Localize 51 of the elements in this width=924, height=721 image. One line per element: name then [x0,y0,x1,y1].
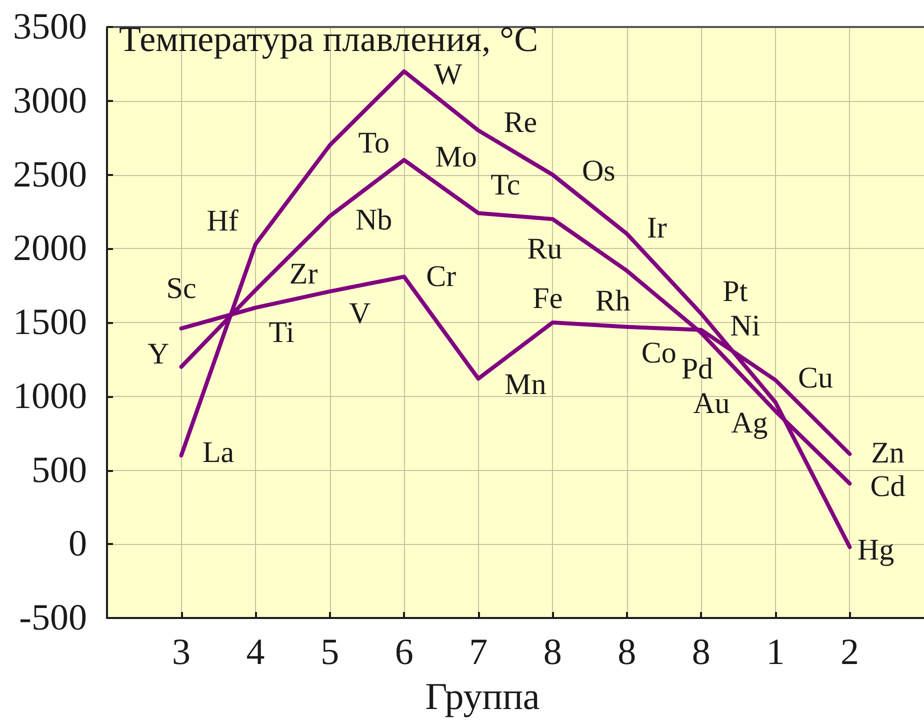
y-tick-label: 500 [32,450,87,491]
data-label: To [358,126,390,160]
data-label: Mo [435,140,477,174]
x-tick-label: 3 [172,632,191,673]
data-label: Ir [646,211,667,244]
data-label: Sc [166,272,196,305]
data-label: Ni [730,309,760,342]
y-tick-label: 0 [68,524,87,565]
x-tick-label: 8 [543,632,562,673]
data-label: Zr [289,257,318,290]
data-label: Cr [426,260,456,294]
data-label: Hf [206,204,238,238]
y-tick-label: 1500 [13,302,87,343]
data-label: Rh [595,284,630,318]
data-label: Tc [490,168,520,202]
x-tick-label: 1 [766,632,785,673]
x-axis-title: Группа [425,676,540,718]
x-tick-label: 2 [840,632,859,673]
x-tick-label: 8 [692,632,710,673]
data-label: La [202,436,234,469]
data-label: Au [693,386,730,420]
chart-title: Температура плавления, °C [119,19,538,59]
data-label: Y [147,337,170,370]
x-tick-label: 7 [469,632,488,673]
data-label: Hg [857,534,894,567]
data-label: Ti [268,316,294,350]
data-label: Mn [504,368,546,402]
y-tick-label: 3000 [13,80,87,122]
data-label: Zn [871,436,904,470]
x-tick-label: 4 [246,632,265,673]
data-label: Re [504,106,538,139]
data-label: Os [582,154,616,188]
x-tick-label: 6 [394,632,414,673]
y-tick-label: 2000 [13,228,87,270]
x-tick-label: 8 [618,632,636,673]
y-tick-label: -500 [19,598,87,638]
data-label: Cu [798,362,833,395]
data-label: Ru [527,232,562,266]
data-label: Pt [722,275,748,308]
data-label: Pd [681,352,714,386]
data-label: Cd [870,470,906,504]
data-label: Co [641,336,676,370]
y-tick-label: 2500 [13,154,87,196]
data-label: Nb [355,204,392,237]
x-tick-label: 5 [320,632,340,673]
data-label: V [348,296,371,330]
y-tick-label: 1000 [13,376,87,417]
y-tick-label: 3500 [13,6,87,48]
data-label: Fe [532,282,563,315]
data-label: W [434,58,463,91]
data-label: Ag [731,406,768,440]
